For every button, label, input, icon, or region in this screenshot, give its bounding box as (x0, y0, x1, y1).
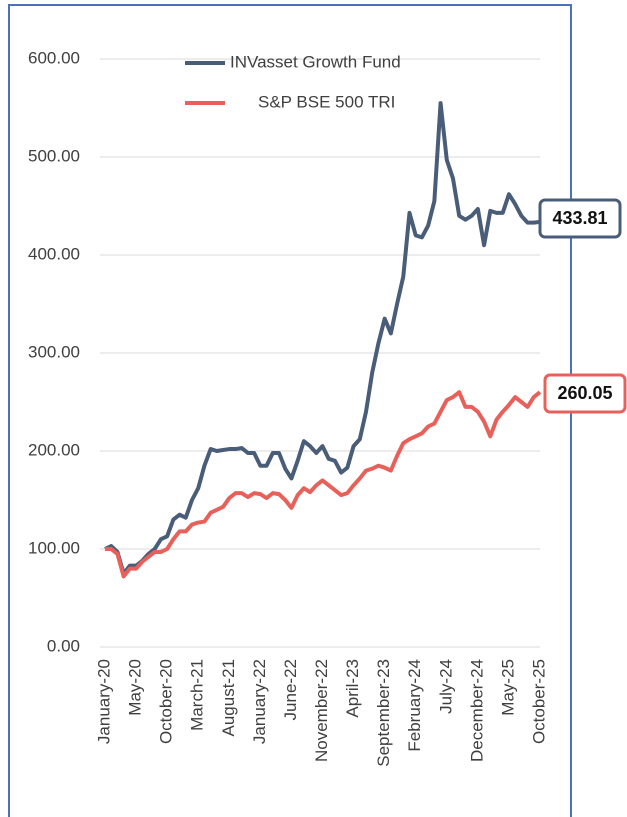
y-tick-label: 100.00 (28, 538, 80, 557)
x-tick-label: June-22 (281, 659, 300, 720)
x-tick-label: December-24 (467, 659, 486, 762)
x-tick-label: January-20 (94, 659, 113, 744)
x-tick-label: August-21 (219, 659, 238, 737)
x-tick-label: May-20 (126, 659, 145, 716)
y-tick-label: 200.00 (28, 440, 80, 459)
x-tick-label: July-24 (436, 659, 455, 714)
x-tick-label: November-22 (312, 659, 331, 762)
legend-label: INVasset Growth Fund (230, 52, 401, 71)
y-tick-label: 0.00 (47, 636, 80, 655)
series-line (104, 101, 541, 576)
series-line (105, 390, 542, 579)
x-tick-label: September-23 (374, 659, 393, 767)
end-label: 260.05 (557, 383, 612, 403)
x-tick-label: October-25 (529, 659, 548, 744)
x-tick-label: January-22 (250, 659, 269, 744)
legend-label: S&P BSE 500 TRI (258, 92, 395, 111)
y-tick-label: 500.00 (28, 146, 80, 165)
y-tick-label: 600.00 (28, 48, 80, 67)
x-tick-label: March-21 (188, 659, 207, 731)
x-tick-label: February-24 (405, 659, 424, 752)
end-label-box (543, 373, 627, 414)
y-tick-label: 300.00 (28, 342, 80, 361)
y-tick-label: 400.00 (28, 244, 80, 263)
chart-border (8, 4, 572, 817)
x-tick-label: October-20 (157, 659, 176, 744)
end-label-box (538, 198, 622, 239)
x-tick-label: April-23 (343, 659, 362, 718)
x-tick-label: May-25 (498, 659, 517, 716)
end-label: 433.81 (552, 208, 607, 228)
